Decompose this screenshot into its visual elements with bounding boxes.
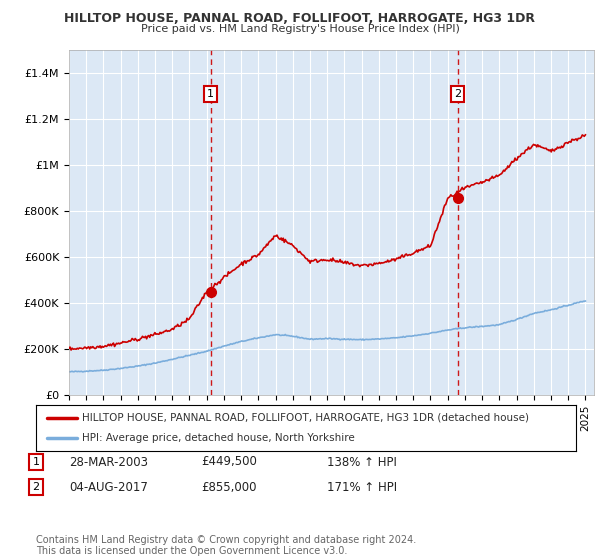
Text: 1: 1 — [32, 457, 40, 467]
Text: HILLTOP HOUSE, PANNAL ROAD, FOLLIFOOT, HARROGATE, HG3 1DR (detached house): HILLTOP HOUSE, PANNAL ROAD, FOLLIFOOT, H… — [82, 413, 529, 423]
Text: 28-MAR-2003: 28-MAR-2003 — [69, 455, 148, 469]
Text: 2: 2 — [454, 89, 461, 99]
Text: Contains HM Land Registry data © Crown copyright and database right 2024.
This d: Contains HM Land Registry data © Crown c… — [36, 535, 416, 557]
Text: HILLTOP HOUSE, PANNAL ROAD, FOLLIFOOT, HARROGATE, HG3 1DR: HILLTOP HOUSE, PANNAL ROAD, FOLLIFOOT, H… — [65, 12, 536, 25]
Text: 1: 1 — [207, 89, 214, 99]
Text: 04-AUG-2017: 04-AUG-2017 — [69, 480, 148, 494]
Text: 2: 2 — [32, 482, 40, 492]
Text: £449,500: £449,500 — [201, 455, 257, 469]
Text: 171% ↑ HPI: 171% ↑ HPI — [327, 480, 397, 494]
Text: Price paid vs. HM Land Registry's House Price Index (HPI): Price paid vs. HM Land Registry's House … — [140, 24, 460, 34]
Text: HPI: Average price, detached house, North Yorkshire: HPI: Average price, detached house, Nort… — [82, 433, 355, 443]
Text: £855,000: £855,000 — [201, 480, 257, 494]
Text: 138% ↑ HPI: 138% ↑ HPI — [327, 455, 397, 469]
